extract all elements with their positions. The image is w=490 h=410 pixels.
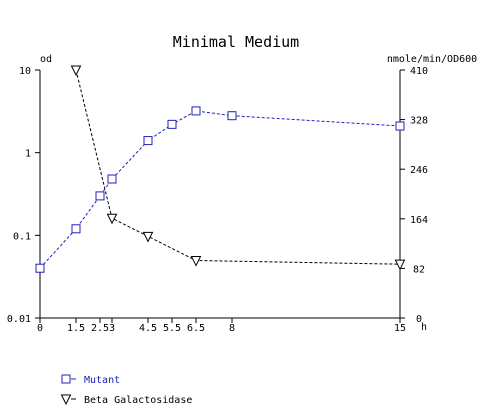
left-tick-label: 10 <box>19 66 31 77</box>
mutant-series-line <box>39 110 401 269</box>
x-tick-label: 1.5 <box>67 323 85 334</box>
x-tick-label: 15 <box>394 323 406 334</box>
right-tick-label: 410 <box>410 66 428 77</box>
x-tick-label: 8 <box>229 323 235 334</box>
beta-galactosidase-point <box>106 213 118 225</box>
x-tick-label: 6.5 <box>187 323 205 334</box>
mutant-point <box>35 263 45 273</box>
mutant-point <box>167 119 177 129</box>
legend-mutant-marker <box>61 374 71 384</box>
right-tick-label: 0 <box>416 314 422 325</box>
left-tick-label: 0.01 <box>7 314 31 325</box>
right-tick-label: 328 <box>410 116 428 127</box>
left-tick-label: 1 <box>25 149 31 160</box>
legend-mutant-label: Mutant <box>84 375 120 386</box>
beta-galactosidase-point <box>190 256 202 267</box>
left-axis-unit: od <box>40 54 52 65</box>
x-tick-label: 4.5 <box>139 323 157 334</box>
legend-beta-galactosidase-label: Beta Galactosidase <box>84 395 192 405</box>
beta-galactosidase-point <box>394 259 406 271</box>
mutant-point <box>227 111 237 121</box>
right-tick-label: 82 <box>413 264 425 275</box>
beta-galactosidase-point <box>70 65 82 77</box>
right-tick-label: 164 <box>410 215 428 226</box>
right-tick-label: 246 <box>410 165 428 176</box>
legend-beta-galactosidase-marker <box>60 394 72 406</box>
left-tick-label: 0.1 <box>13 231 31 242</box>
beta-galactosidase-series-line <box>75 69 401 265</box>
mutant-point <box>71 224 81 234</box>
chart-title: Minimal Medium <box>173 33 299 51</box>
mutant-point <box>191 106 201 116</box>
mutant-point <box>143 136 153 146</box>
mutant-point <box>107 174 117 184</box>
x-axis-unit: h <box>421 322 427 333</box>
right-axis-unit: nmole/min/OD600 <box>387 54 477 65</box>
x-tick-label: 0 <box>37 323 43 334</box>
x-tick-label: 2.5 <box>91 323 109 334</box>
mutant-point <box>395 121 405 131</box>
beta-galactosidase-point <box>142 231 154 243</box>
x-tick-label: 5.5 <box>163 323 181 334</box>
x-tick-label: 3 <box>109 323 115 334</box>
mutant-point <box>95 191 105 201</box>
